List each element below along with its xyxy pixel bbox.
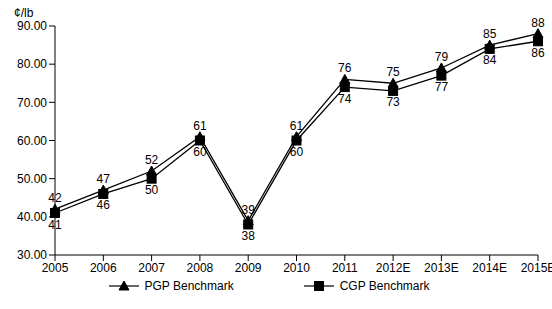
html-text:CGP Benchmark: CGP Benchmark: [339, 279, 430, 293]
svg-text:47: 47: [97, 172, 111, 186]
svg-text:2008: 2008: [187, 261, 214, 275]
svg-text:84: 84: [483, 53, 497, 67]
svg-text:2014E: 2014E: [472, 261, 507, 275]
svg-text:2015E: 2015E: [521, 261, 552, 275]
svg-text:60.00: 60.00: [17, 134, 47, 148]
svg-text:52: 52: [145, 153, 159, 167]
svg-text:46: 46: [97, 198, 111, 212]
svg-text:38: 38: [242, 229, 256, 243]
svg-text:76: 76: [338, 61, 352, 75]
svg-text:40.00: 40.00: [17, 210, 47, 224]
svg-text:42: 42: [48, 191, 62, 205]
svg-text:60: 60: [193, 145, 207, 159]
svg-text:2006: 2006: [90, 261, 117, 275]
svg-text:88: 88: [531, 16, 545, 30]
svg-text:61: 61: [193, 119, 207, 133]
svg-text:2013E: 2013E: [424, 261, 459, 275]
svg-text:74: 74: [338, 92, 352, 106]
html-text:PGP Benchmark: PGP Benchmark: [144, 279, 234, 293]
svg-text:39: 39: [242, 203, 256, 217]
svg-text:61: 61: [290, 119, 304, 133]
html-text:¢/lb: ¢/lb: [14, 6, 34, 20]
svg-text:86: 86: [531, 46, 545, 60]
svg-text:50: 50: [145, 183, 159, 197]
svg-text:85: 85: [483, 27, 497, 41]
svg-text:80.00: 80.00: [17, 57, 47, 71]
svg-text:2009: 2009: [235, 261, 262, 275]
svg-text:73: 73: [386, 95, 400, 109]
svg-text:2010: 2010: [283, 261, 310, 275]
svg-text:75: 75: [386, 65, 400, 79]
svg-text:60: 60: [290, 145, 304, 159]
svg-text:2007: 2007: [138, 261, 165, 275]
svg-text:2012E: 2012E: [376, 261, 411, 275]
svg-text:77: 77: [435, 80, 449, 94]
svg-text:30.00: 30.00: [17, 248, 47, 262]
svg-text:79: 79: [435, 50, 449, 64]
svg-text:50.00: 50.00: [17, 172, 47, 186]
svg-text:2011: 2011: [332, 261, 358, 275]
svg-text:41: 41: [48, 218, 62, 232]
svg-text:70.00: 70.00: [17, 96, 47, 110]
svg-text:2005: 2005: [42, 261, 69, 275]
svg-text:90.00: 90.00: [17, 19, 47, 33]
